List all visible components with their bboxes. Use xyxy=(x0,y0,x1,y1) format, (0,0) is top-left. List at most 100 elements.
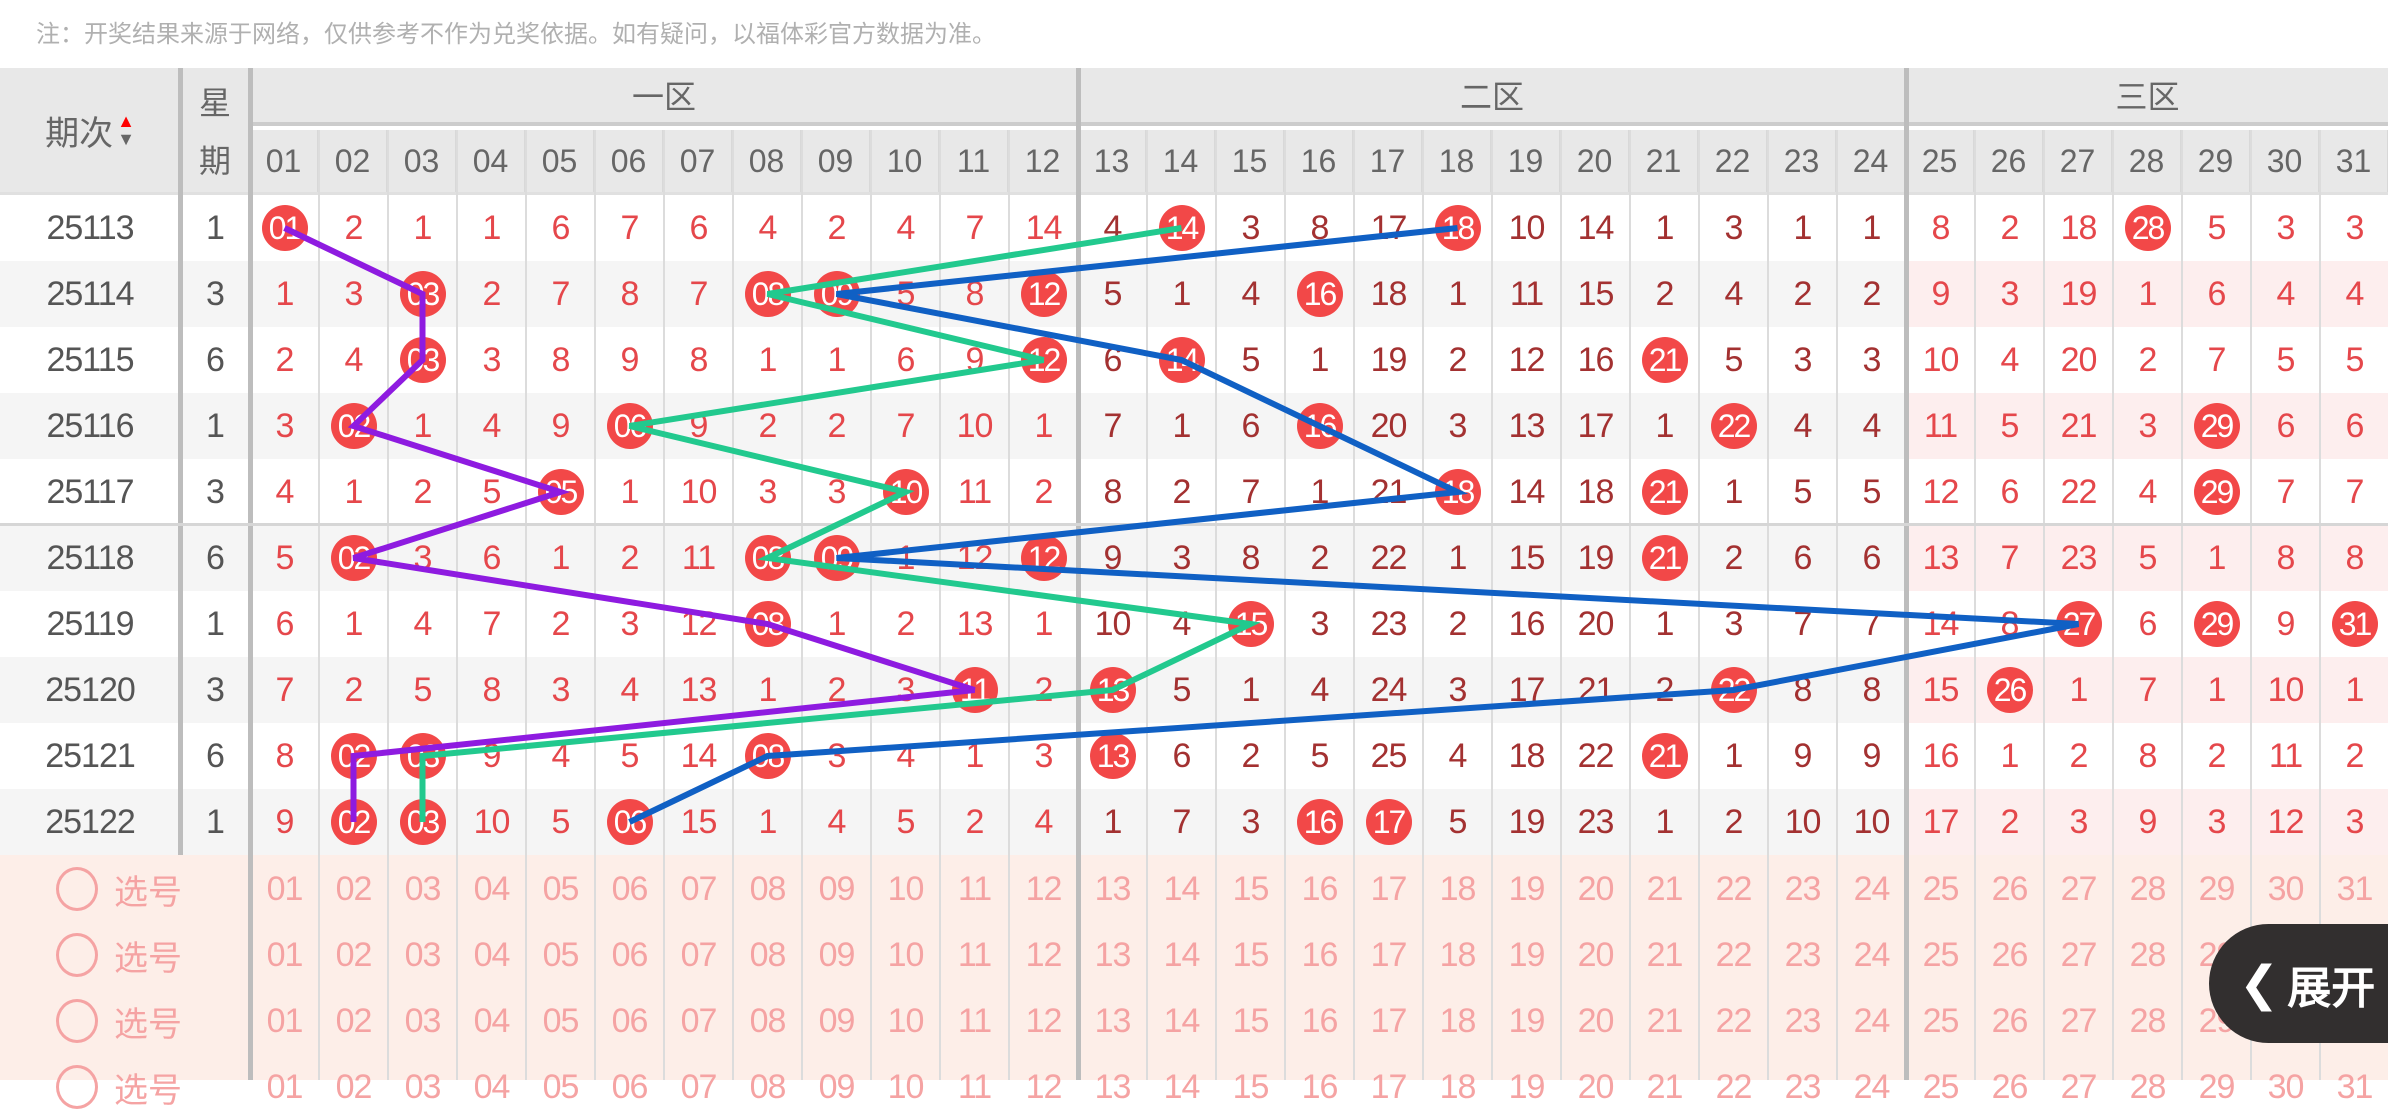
select-number[interactable]: 10 xyxy=(887,935,925,974)
select-number[interactable]: 16 xyxy=(1301,869,1339,908)
select-number[interactable]: 20 xyxy=(1577,869,1615,908)
select-number[interactable]: 14 xyxy=(1163,1001,1201,1040)
select-number[interactable]: 22 xyxy=(1715,869,1753,908)
select-number[interactable]: 11 xyxy=(957,935,992,974)
select-number[interactable]: 07 xyxy=(680,1001,718,1040)
select-number[interactable]: 16 xyxy=(1301,935,1339,974)
zone-header-3: 三区 xyxy=(1906,68,2388,126)
select-number[interactable]: 27 xyxy=(2060,1001,2098,1040)
select-number[interactable]: 24 xyxy=(1853,869,1891,908)
select-number[interactable]: 19 xyxy=(1508,869,1546,908)
select-number[interactable]: 05 xyxy=(542,1001,580,1040)
select-number[interactable]: 06 xyxy=(611,1001,649,1040)
select-number[interactable]: 13 xyxy=(1094,1001,1132,1040)
select-number[interactable]: 22 xyxy=(1715,935,1753,974)
select-number[interactable]: 14 xyxy=(1163,935,1201,974)
select-number[interactable]: 04 xyxy=(473,869,511,908)
select-number[interactable]: 09 xyxy=(818,1001,856,1040)
select-number[interactable]: 12 xyxy=(1025,1001,1063,1040)
select-number[interactable]: 25 xyxy=(1922,1001,1960,1040)
select-row-toggle[interactable]: 选号 xyxy=(56,927,182,983)
select-number[interactable]: 25 xyxy=(1922,935,1960,974)
select-number[interactable]: 26 xyxy=(1991,935,2029,974)
omission-cell: 18 xyxy=(1508,736,1546,775)
select-number[interactable]: 09 xyxy=(818,869,856,908)
select-number[interactable]: 01 xyxy=(266,935,304,974)
select-number[interactable]: 16 xyxy=(1301,1001,1339,1040)
select-number[interactable]: 05 xyxy=(542,869,580,908)
select-number[interactable]: 18 xyxy=(1439,935,1477,974)
omission-cell: 8 xyxy=(2000,604,2020,643)
select-number[interactable]: 15 xyxy=(1232,1001,1270,1040)
select-number[interactable]: 13 xyxy=(1094,935,1132,974)
select-number[interactable]: 03 xyxy=(404,1001,442,1040)
period-header[interactable]: 期次 ▲ ▼ xyxy=(0,68,180,192)
select-number[interactable]: 28 xyxy=(2129,869,2167,908)
select-number[interactable]: 10 xyxy=(887,1001,925,1040)
select-number[interactable]: 29 xyxy=(2198,869,2236,908)
select-number[interactable]: 15 xyxy=(1232,869,1270,908)
omission-cell: 9 xyxy=(1793,736,1813,775)
select-number[interactable]: 02 xyxy=(335,1001,373,1040)
omission-cell: 15 xyxy=(680,802,718,841)
select-number[interactable]: 02 xyxy=(335,935,373,974)
select-number[interactable]: 28 xyxy=(2129,1001,2167,1040)
select-number[interactable]: 15 xyxy=(1232,935,1270,974)
select-number[interactable]: 24 xyxy=(1853,935,1891,974)
select-number[interactable]: 08 xyxy=(749,935,787,974)
select-number[interactable]: 19 xyxy=(1508,935,1546,974)
select-number[interactable]: 17 xyxy=(1370,935,1408,974)
select-number[interactable]: 31 xyxy=(2336,869,2374,908)
select-number[interactable]: 18 xyxy=(1439,869,1477,908)
select-number[interactable]: 12 xyxy=(1025,935,1063,974)
select-number[interactable]: 27 xyxy=(2060,935,2098,974)
select-number[interactable]: 06 xyxy=(611,869,649,908)
select-number[interactable]: 05 xyxy=(542,935,580,974)
select-number[interactable]: 26 xyxy=(1991,869,2029,908)
select-number[interactable]: 07 xyxy=(680,869,718,908)
select-number[interactable]: 10 xyxy=(887,869,925,908)
select-number[interactable]: 03 xyxy=(404,935,442,974)
select-number[interactable]: 20 xyxy=(1577,935,1615,974)
select-number[interactable]: 27 xyxy=(2060,869,2098,908)
select-number[interactable]: 04 xyxy=(473,935,511,974)
omission-cell: 18 xyxy=(1370,274,1408,313)
select-number[interactable]: 26 xyxy=(1991,1001,2029,1040)
select-number[interactable]: 08 xyxy=(749,1001,787,1040)
select-number[interactable]: 17 xyxy=(1370,1001,1408,1040)
select-number[interactable]: 08 xyxy=(749,869,787,908)
select-number[interactable]: 01 xyxy=(266,869,304,908)
select-number[interactable]: 22 xyxy=(1715,1001,1753,1040)
omission-cell: 7 xyxy=(1103,406,1123,445)
select-number[interactable]: 24 xyxy=(1853,1001,1891,1040)
select-number[interactable]: 12 xyxy=(1025,869,1063,908)
select-number[interactable]: 13 xyxy=(1094,869,1132,908)
select-number[interactable]: 20 xyxy=(1577,1001,1615,1040)
select-number[interactable]: 06 xyxy=(611,935,649,974)
select-number[interactable]: 18 xyxy=(1439,1001,1477,1040)
select-row-toggle[interactable]: 选号 xyxy=(56,993,182,1049)
select-number[interactable]: 23 xyxy=(1784,935,1822,974)
select-number[interactable]: 21 xyxy=(1646,1001,1684,1040)
select-number[interactable]: 11 xyxy=(957,869,992,908)
select-number[interactable]: 09 xyxy=(818,935,856,974)
select-number[interactable]: 30 xyxy=(2267,869,2305,908)
select-number[interactable]: 21 xyxy=(1646,935,1684,974)
select-number[interactable]: 02 xyxy=(335,869,373,908)
select-row-toggle[interactable]: 选号 xyxy=(56,861,182,917)
select-number[interactable]: 07 xyxy=(680,935,718,974)
expand-button[interactable]: ❮ 展开 xyxy=(2209,924,2388,1043)
select-number[interactable]: 01 xyxy=(266,1001,304,1040)
select-number[interactable]: 23 xyxy=(1784,1001,1822,1040)
select-number[interactable]: 23 xyxy=(1784,869,1822,908)
select-number[interactable]: 19 xyxy=(1508,1001,1546,1040)
select-number[interactable]: 17 xyxy=(1370,869,1408,908)
select-number[interactable]: 28 xyxy=(2129,935,2167,974)
column-header-number: 12 xyxy=(1009,130,1078,192)
select-number[interactable]: 14 xyxy=(1163,869,1201,908)
select-number[interactable]: 11 xyxy=(957,1001,992,1040)
select-number[interactable]: 21 xyxy=(1646,869,1684,908)
select-number[interactable]: 03 xyxy=(404,869,442,908)
select-number[interactable]: 25 xyxy=(1922,869,1960,908)
select-number[interactable]: 04 xyxy=(473,1001,511,1040)
